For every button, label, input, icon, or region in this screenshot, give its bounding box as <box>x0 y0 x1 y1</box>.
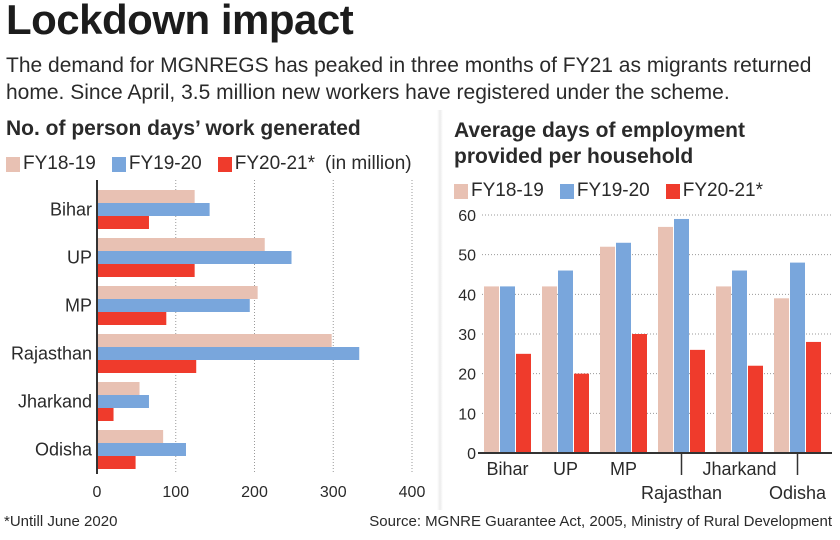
y-tick-label: 20 <box>458 367 476 384</box>
bar-odisha-fy20-21 <box>806 341 821 453</box>
category-label-odisha: Odisha <box>35 440 93 460</box>
panel-divider <box>437 110 443 510</box>
footnote: *Untill June 2020 <box>4 513 118 530</box>
bar-up-fy18-19 <box>542 286 557 453</box>
legend-label: FY18-19 <box>471 180 544 201</box>
x-tick-label: 200 <box>241 484 268 501</box>
bar-up-fy20-21 <box>574 373 589 453</box>
legend-item-fy20-21: FY20-21* <box>217 153 316 175</box>
legend-item-fy20-21: FY20-21* <box>665 180 764 202</box>
right-chart-legend: FY18-19 FY19-20 FY20-21* <box>454 180 779 202</box>
bar-bihar-fy20-21 <box>97 216 149 229</box>
left-chart-legend: FY18-19 FY19-20 FY20-21* (in million) <box>6 153 412 175</box>
legend-swatch <box>665 183 680 199</box>
legend-swatch <box>454 183 468 199</box>
x-tick-label: 0 <box>93 484 102 501</box>
bar-rajasthan-fy19-20 <box>97 347 360 360</box>
bar-mp-fy20-21 <box>632 334 647 453</box>
bar-bihar-fy18-19 <box>484 286 499 453</box>
y-tick-label: 50 <box>458 248 476 265</box>
legend-item-fy19-20: FY19-20 <box>559 180 650 202</box>
y-tick-label: 40 <box>458 287 476 304</box>
bar-up-fy19-20 <box>97 251 292 264</box>
bar-rajasthan-fy18-19 <box>97 334 332 347</box>
bar-odisha-fy19-20 <box>790 262 805 453</box>
bar-bihar-fy20-21 <box>516 353 531 453</box>
y-tick-label: 30 <box>458 327 476 344</box>
category-label-up: UP <box>553 459 578 479</box>
bar-jharkand-fy19-20 <box>732 270 747 453</box>
bar-mp-fy19-20 <box>616 242 631 453</box>
legend-label: FY18-19 <box>23 153 96 174</box>
x-tick-label: 100 <box>162 484 189 501</box>
source-note: Source: MGNRE Guarantee Act, 2005, Minis… <box>369 513 832 530</box>
bar-up-fy18-19 <box>97 238 265 251</box>
unit-note: (in million) <box>325 153 412 174</box>
bar-mp-fy18-19 <box>600 246 615 453</box>
bar-odisha-fy18-19 <box>97 430 164 443</box>
legend-swatch <box>6 156 20 172</box>
dek-text: The demand for MGNREGS has peaked in thr… <box>6 54 812 104</box>
legend-label: FY20-21* <box>234 153 316 174</box>
bar-jharkand-fy19-20 <box>97 395 149 408</box>
category-label-jharkand: Jharkand <box>702 459 776 479</box>
bar-up-fy19-20 <box>558 270 573 453</box>
legend-label: FY19-20 <box>128 153 202 174</box>
legend-swatch <box>559 183 574 199</box>
bar-rajasthan-fy20-21 <box>690 349 705 453</box>
headline: Lockdown impact <box>6 0 354 43</box>
y-tick-label: 0 <box>467 446 476 463</box>
category-label-mp: MP <box>65 296 92 316</box>
bar-odisha-fy18-19 <box>774 298 789 453</box>
bar-jharkand-fy20-21 <box>97 408 114 421</box>
bar-mp-fy19-20 <box>97 299 250 312</box>
bar-jharkand-fy18-19 <box>97 382 140 395</box>
bar-up-fy20-21 <box>97 264 195 277</box>
y-tick-label: 10 <box>458 406 476 423</box>
category-label-rajasthan: Rajasthan <box>11 344 92 364</box>
legend-swatch <box>217 156 232 172</box>
bar-odisha-fy20-21 <box>97 456 136 469</box>
bar-jharkand-fy20-21 <box>748 365 763 453</box>
category-label-bihar: Bihar <box>50 200 92 220</box>
x-tick-label: 400 <box>399 484 426 501</box>
bar-mp-fy18-19 <box>97 286 258 299</box>
bar-bihar-fy18-19 <box>97 190 195 203</box>
legend-item-fy19-20: FY19-20 <box>111 153 202 175</box>
category-label-rajasthan: Rajasthan <box>641 483 722 503</box>
category-label-mp: MP <box>610 459 637 479</box>
legend-item-fy18-19: FY18-19 <box>6 153 96 175</box>
category-label-jharkand: Jharkand <box>18 392 92 412</box>
legend-label: FY19-20 <box>576 180 650 201</box>
y-tick-label: 60 <box>458 208 476 225</box>
bar-bihar-fy19-20 <box>97 203 210 216</box>
right-chart-title: Average days of employment provided per … <box>454 119 745 168</box>
x-tick-label: 300 <box>320 484 347 501</box>
bar-odisha-fy19-20 <box>97 443 186 456</box>
bar-rajasthan-fy18-19 <box>658 226 673 453</box>
category-label-bihar: Bihar <box>486 459 528 479</box>
bar-rajasthan-fy20-21 <box>97 360 197 373</box>
legend-swatch <box>111 156 126 172</box>
left-chart-title: No. of person days’ work generated <box>6 117 361 140</box>
legend-label: FY20-21* <box>682 180 764 201</box>
category-label-up: UP <box>67 248 92 268</box>
category-label-odisha: Odisha <box>769 483 827 503</box>
bar-rajasthan-fy19-20 <box>674 218 689 453</box>
bar-mp-fy20-21 <box>97 312 167 325</box>
left-bar-chart: 0 100 200 300 400 Bihar UP MP Rajasthan Jharkand O… <box>11 180 426 501</box>
bar-bihar-fy19-20 <box>500 286 515 453</box>
legend-item-fy18-19: FY18-19 <box>454 180 544 202</box>
bar-jharkand-fy18-19 <box>716 286 731 453</box>
